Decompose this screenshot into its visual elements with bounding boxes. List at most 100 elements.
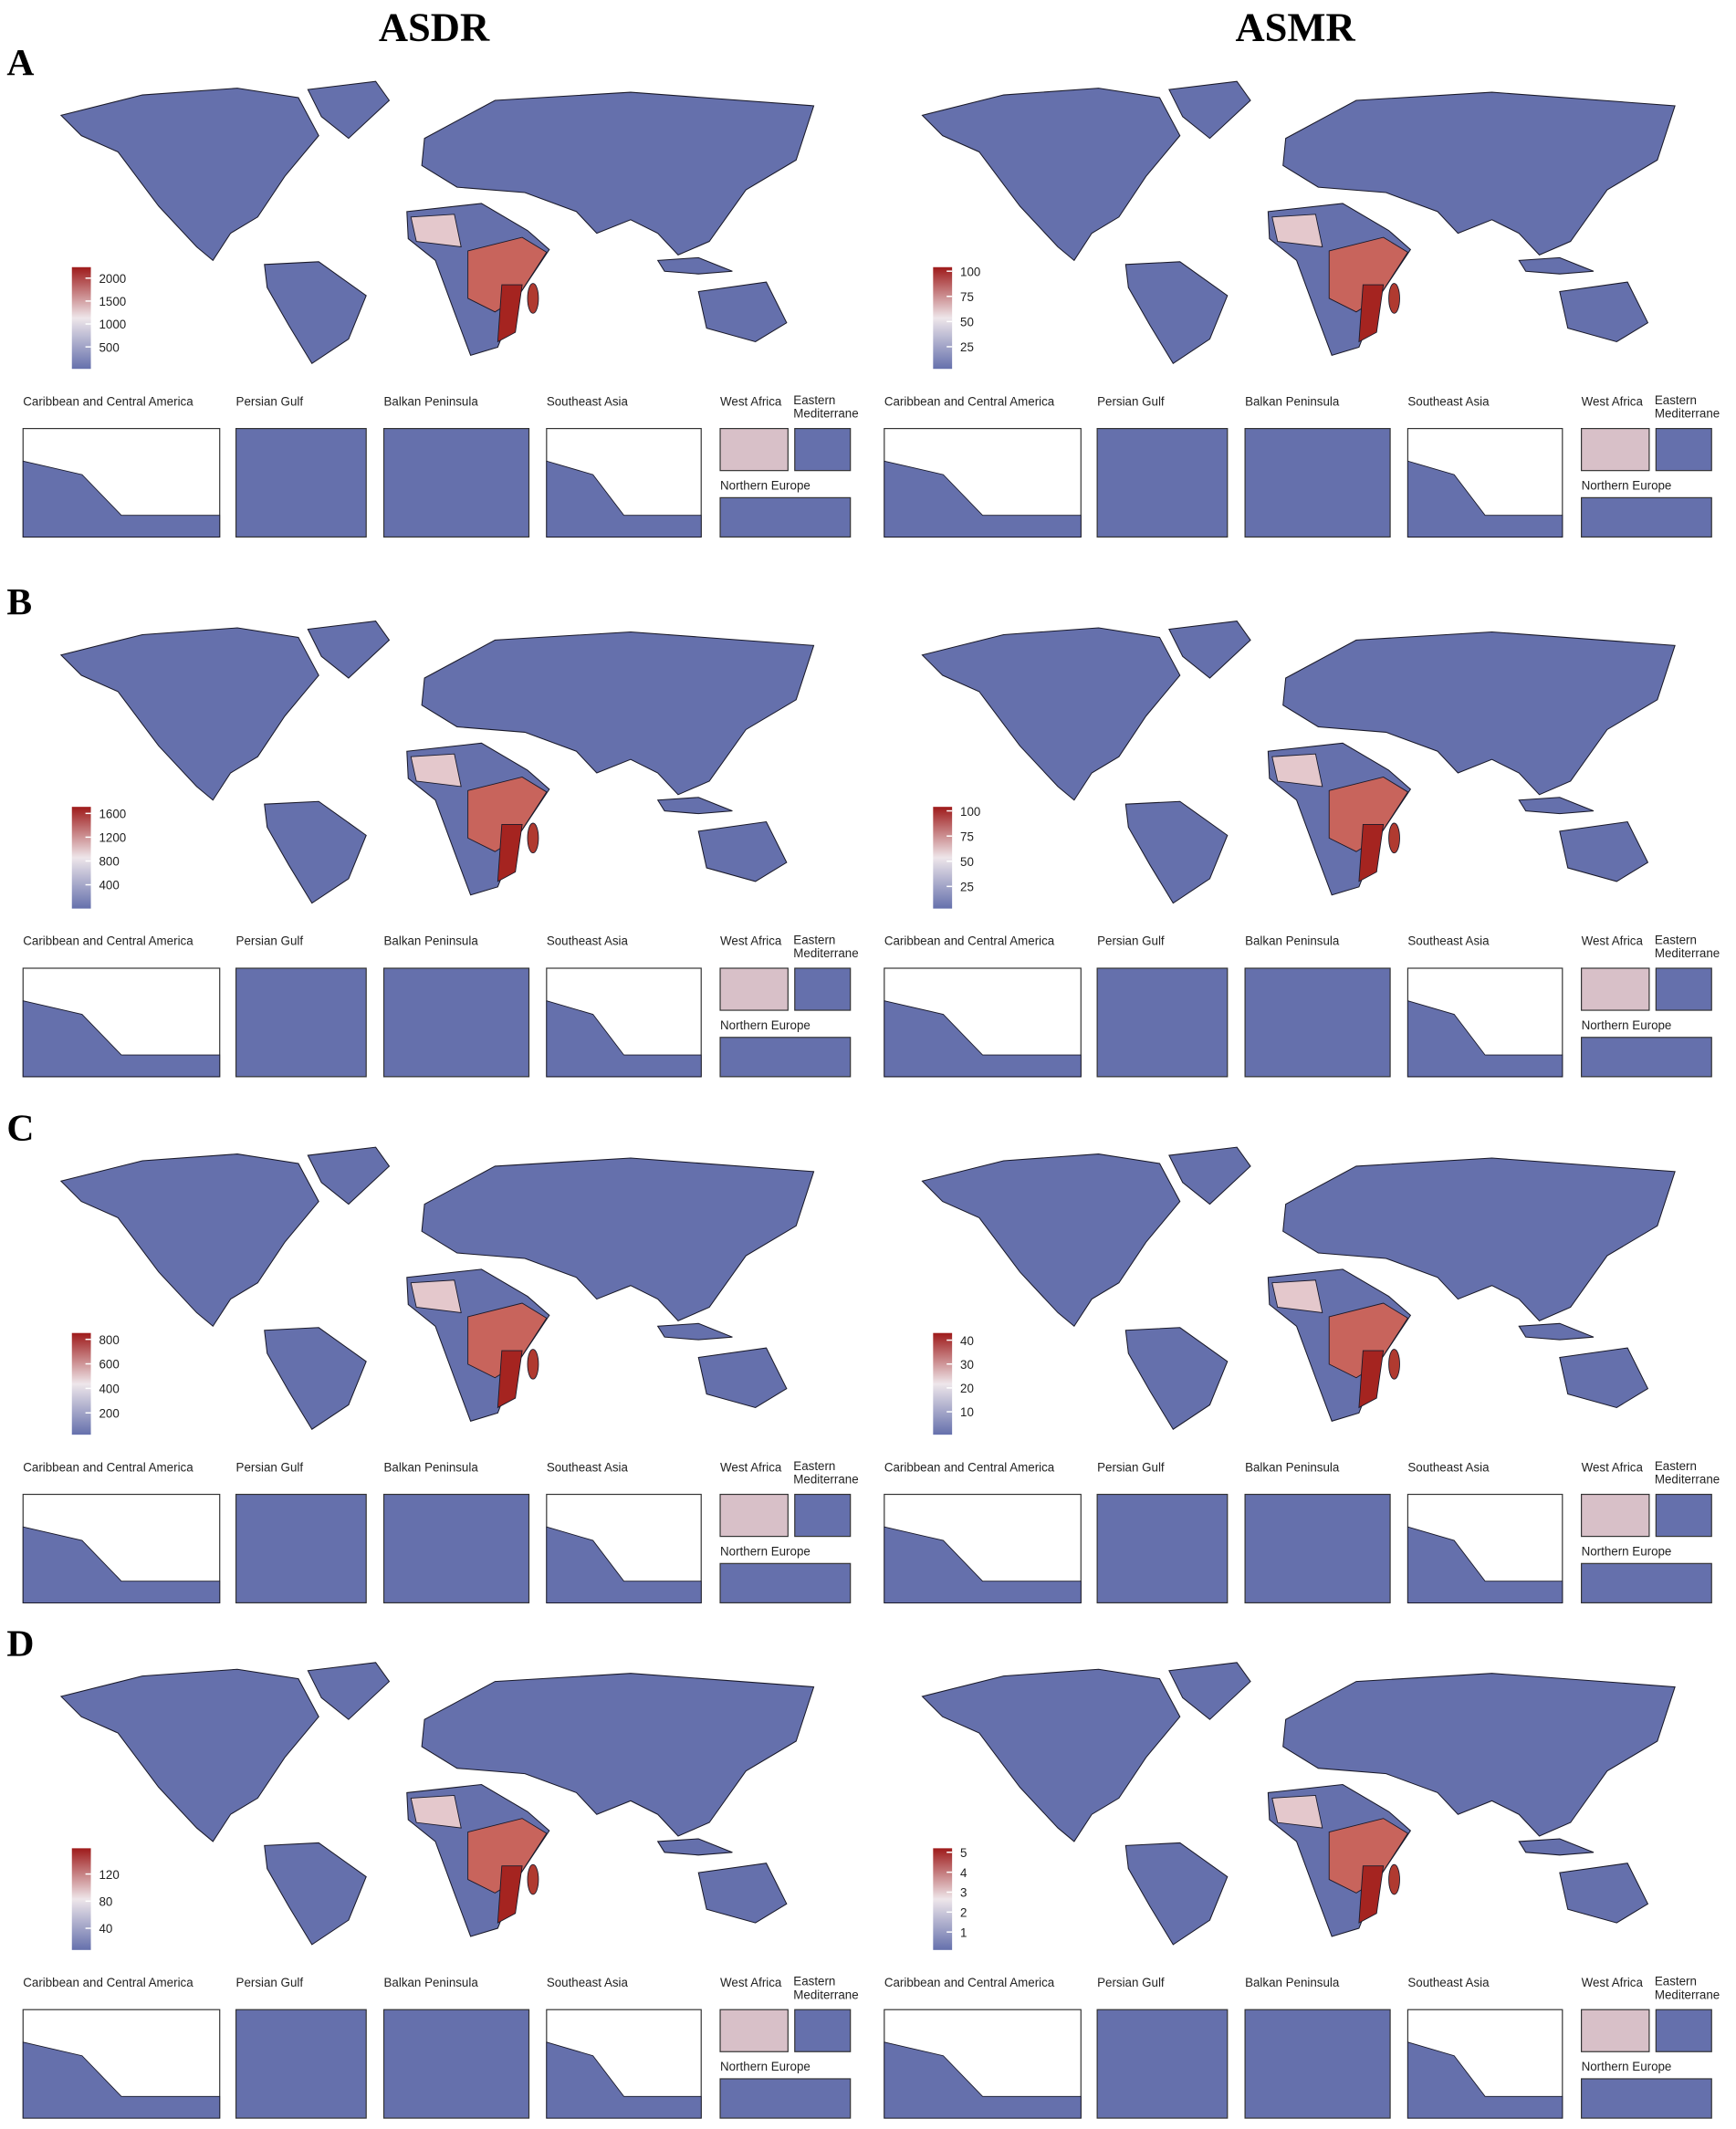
inset-box	[1581, 967, 1650, 1011]
country-shape	[307, 80, 391, 140]
inset-box	[1581, 2078, 1712, 2119]
inset-label: Eastern Mediterrane	[1654, 1974, 1720, 2002]
inset-label-wrap: Eastern Mediterrane	[793, 933, 858, 960]
inset-land	[22, 460, 221, 537]
inset-label: Southeast Asia	[1407, 394, 1490, 408]
inset-label: Northern Europe	[720, 478, 810, 492]
inset-label: Southeast Asia	[1407, 934, 1490, 948]
inset-label: West Africa	[1582, 1976, 1644, 1989]
country-shape	[1518, 256, 1595, 275]
inset-label: Persian Gulf	[1097, 1976, 1165, 1989]
panel-label: C	[6, 1107, 34, 1149]
legend-colorbar	[933, 1332, 953, 1435]
country-shape	[307, 621, 391, 679]
legend-tick-label: 3	[960, 1886, 967, 1900]
country-shape	[497, 1865, 523, 1924]
inset-label: Southeast Asia	[1407, 1976, 1490, 1989]
inset-label: West Africa	[720, 394, 782, 408]
country-shape	[1559, 281, 1649, 343]
inset-label: Persian Gulf	[236, 394, 304, 408]
country-shape	[59, 1153, 319, 1328]
country-shape	[410, 753, 462, 788]
country-shape	[1282, 1157, 1676, 1321]
inset-box	[719, 1493, 789, 1538]
country-shape	[497, 1350, 523, 1409]
inset-box	[719, 496, 852, 538]
inset-box	[235, 2009, 367, 2119]
inset-label-wrap: Eastern Mediterrane	[1655, 393, 1720, 421]
inset-label: West Africa	[720, 1460, 782, 1474]
inset-label: Balkan Peninsula	[1245, 934, 1340, 948]
country-shape	[1388, 1863, 1400, 1895]
inset-label: West Africa	[1582, 394, 1644, 408]
country-shape	[1358, 1350, 1385, 1409]
country-shape	[921, 1668, 1181, 1842]
country-shape	[656, 797, 733, 815]
inset-label: Eastern Mediterrane	[1654, 1458, 1720, 1487]
inset-box	[719, 1562, 852, 1604]
country-shape	[421, 1673, 815, 1837]
country-shape	[697, 281, 788, 343]
country-shape	[656, 1322, 733, 1341]
world-map	[921, 80, 1676, 365]
inset-box	[382, 1493, 530, 1604]
country-shape	[1518, 1838, 1595, 1856]
country-shape	[264, 800, 367, 904]
legend-tick-label: 1200	[99, 831, 126, 845]
inset-label: Balkan Peninsula	[384, 1460, 479, 1474]
country-shape	[1518, 797, 1595, 815]
inset-box	[1655, 2009, 1712, 2052]
country-shape	[59, 627, 319, 801]
country-shape	[307, 1662, 391, 1720]
country-shape	[264, 1842, 367, 1946]
country-shape	[1124, 1842, 1229, 1946]
inset-label: Caribbean and Central America	[884, 1460, 1055, 1474]
country-shape	[1124, 261, 1229, 365]
inset-box	[794, 1493, 852, 1538]
country-shape	[264, 261, 367, 365]
inset-box	[794, 2009, 852, 2052]
country-shape	[1271, 1794, 1323, 1829]
inset-label-wrap: Eastern Mediterrane	[1654, 1458, 1720, 1487]
country-shape	[410, 214, 462, 247]
world-map	[921, 1662, 1676, 1946]
inset-label: Persian Gulf	[1097, 1460, 1165, 1474]
inset-label: Eastern Mediterrane	[793, 392, 859, 421]
inset-land	[22, 1526, 221, 1603]
column-header: ASDR	[379, 5, 490, 50]
inset-land	[1407, 1000, 1563, 1078]
world-map	[59, 621, 815, 904]
legend-colorbar	[933, 807, 953, 909]
country-shape	[410, 1794, 462, 1829]
country-shape	[1388, 822, 1400, 854]
world-map	[59, 1146, 815, 1430]
world-map	[59, 1662, 815, 1946]
inset-label: Balkan Peninsula	[1245, 1460, 1340, 1474]
inset-label-wrap: Eastern Mediterrane	[793, 392, 859, 421]
country-shape	[1271, 1279, 1323, 1313]
inset-label: Southeast Asia	[547, 394, 629, 408]
inset-label: Persian Gulf	[236, 934, 304, 948]
inset-box	[1096, 967, 1229, 1078]
panel-label: D	[6, 1622, 34, 1664]
legend-tick-label: 400	[99, 1383, 119, 1396]
world-map	[59, 80, 815, 365]
country-shape	[1124, 1327, 1229, 1430]
legend-tick-label: 100	[960, 265, 980, 278]
inset-box	[1581, 1037, 1712, 1078]
country-shape	[1168, 80, 1251, 140]
inset-box	[1096, 428, 1229, 538]
legend-tick-label: 500	[99, 340, 119, 354]
inset-label: West Africa	[720, 1976, 782, 1989]
inset-box	[382, 428, 530, 538]
country-shape	[497, 284, 523, 343]
inset-land	[884, 1526, 1082, 1603]
legend-colorbar	[71, 807, 91, 909]
inset-box	[235, 428, 367, 538]
inset-box	[719, 2078, 852, 2119]
inset-label: Northern Europe	[1582, 1018, 1672, 1032]
world-map	[921, 1146, 1676, 1430]
country-shape	[59, 88, 319, 262]
country-shape	[921, 627, 1181, 801]
